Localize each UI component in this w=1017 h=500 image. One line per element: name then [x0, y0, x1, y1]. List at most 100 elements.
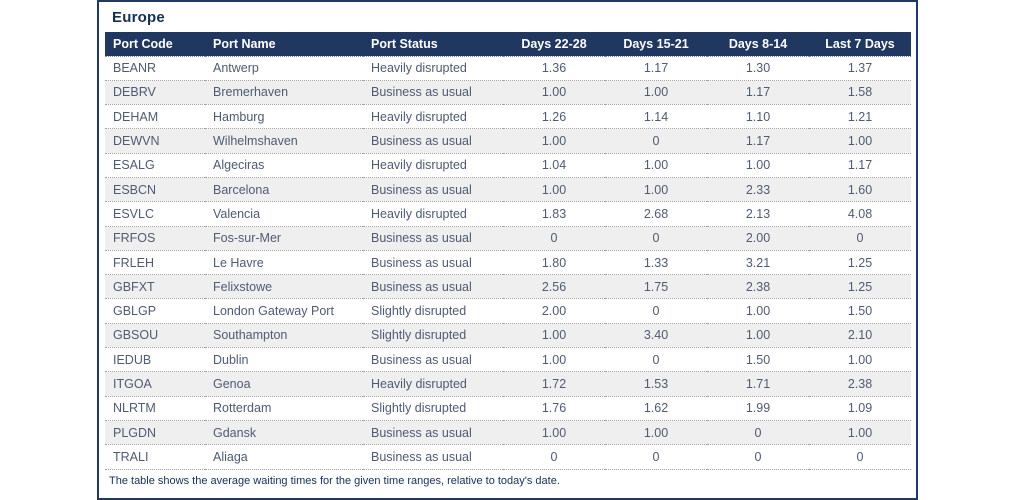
port-code-cell[interactable]: ESBCN: [105, 177, 205, 203]
port-name-cell[interactable]: Genoa: [205, 371, 363, 397]
port-status-cell[interactable]: Slightly disrupted: [363, 298, 503, 324]
last-7-days-cell[interactable]: 1.58: [809, 80, 911, 106]
days-22-28-cell[interactable]: 1.00: [503, 80, 605, 106]
port-name-cell[interactable]: Southampton: [205, 323, 363, 349]
days-15-21-cell[interactable]: 0: [605, 226, 707, 251]
days-15-21-cell[interactable]: 0: [605, 444, 707, 470]
days-22-28-cell[interactable]: 1.80: [503, 250, 605, 276]
last-7-days-cell[interactable]: 0: [809, 226, 911, 251]
days-15-21-cell[interactable]: 1.14: [605, 104, 707, 130]
last-7-days-cell[interactable]: 4.08: [809, 201, 911, 227]
days-15-21-cell[interactable]: 1.00: [605, 177, 707, 203]
port-name-cell[interactable]: Hamburg: [205, 104, 363, 130]
table-row[interactable]: DEWVN Wilhelmshaven Business as usual 1.00 0…: [105, 128, 911, 154]
port-code-cell[interactable]: TRALI: [105, 444, 205, 470]
days-8-14-cell[interactable]: 2.13: [707, 201, 809, 227]
port-name-cell[interactable]: Bremerhaven: [205, 80, 363, 106]
days-15-21-cell[interactable]: 2.68: [605, 201, 707, 227]
days-15-21-cell[interactable]: 0: [605, 347, 707, 373]
days-8-14-cell[interactable]: 2.00: [707, 226, 809, 251]
days-22-28-cell[interactable]: 2.00: [503, 298, 605, 324]
table-row[interactable]: PLGDN Gdansk Business as usual 1.00 1.00 0 1.0…: [105, 420, 911, 446]
port-name-cell[interactable]: Barcelona: [205, 177, 363, 203]
days-22-28-cell[interactable]: 2.56: [503, 274, 605, 300]
days-8-14-cell[interactable]: 1.50: [707, 347, 809, 373]
table-row[interactable]: GBFXT Felixstowe Business as usual 2.56 1.75…: [105, 274, 911, 300]
days-8-14-cell[interactable]: 1.17: [707, 128, 809, 154]
port-code-cell[interactable]: IEDUB: [105, 347, 205, 373]
table-row[interactable]: ESALG Algeciras Heavily disrupted 1.04 1.00 1…: [105, 153, 911, 178]
days-8-14-cell[interactable]: 1.30: [707, 56, 809, 81]
port-status-cell[interactable]: Heavily disrupted: [363, 153, 503, 178]
port-name-cell[interactable]: Aliaga: [205, 444, 363, 470]
port-status-cell[interactable]: Business as usual: [363, 177, 503, 203]
port-code-cell[interactable]: FRFOS: [105, 226, 205, 251]
column-header-last-7-days[interactable]: Last 7 Days: [809, 32, 911, 57]
port-name-cell[interactable]: Antwerp: [205, 56, 363, 81]
days-22-28-cell[interactable]: 1.72: [503, 371, 605, 397]
port-name-cell[interactable]: Felixstowe: [205, 274, 363, 300]
last-7-days-cell[interactable]: 1.25: [809, 250, 911, 276]
table-row[interactable]: ESBCN Barcelona Business as usual 1.00 1.00 2…: [105, 177, 911, 203]
last-7-days-cell[interactable]: 1.09: [809, 396, 911, 421]
days-22-28-cell[interactable]: 1.83: [503, 201, 605, 227]
days-22-28-cell[interactable]: 0: [503, 444, 605, 470]
last-7-days-cell[interactable]: 0: [809, 444, 911, 470]
days-22-28-cell[interactable]: 1.00: [503, 128, 605, 154]
port-status-cell[interactable]: Slightly disrupted: [363, 323, 503, 349]
days-8-14-cell[interactable]: 1.99: [707, 396, 809, 421]
days-22-28-cell[interactable]: 1.04: [503, 153, 605, 178]
last-7-days-cell[interactable]: 1.25: [809, 274, 911, 300]
days-22-28-cell[interactable]: 0: [503, 226, 605, 251]
port-code-cell[interactable]: GBLGP: [105, 298, 205, 324]
days-8-14-cell[interactable]: 2.33: [707, 177, 809, 203]
days-15-21-cell[interactable]: 0: [605, 298, 707, 324]
days-8-14-cell[interactable]: 1.00: [707, 298, 809, 324]
days-8-14-cell[interactable]: 0: [707, 420, 809, 446]
last-7-days-cell[interactable]: 1.60: [809, 177, 911, 203]
table-row[interactable]: ITGOA Genoa Heavily disrupted 1.72 1.53 1.71 2…: [105, 371, 911, 397]
days-8-14-cell[interactable]: 2.38: [707, 274, 809, 300]
port-name-cell[interactable]: Algeciras: [205, 153, 363, 178]
days-15-21-cell[interactable]: 1.53: [605, 371, 707, 397]
port-status-cell[interactable]: Business as usual: [363, 347, 503, 373]
table-row[interactable]: GBSOU Southampton Slightly disrupted 1.00 3.…: [105, 323, 911, 349]
port-name-cell[interactable]: Valencia: [205, 201, 363, 227]
table-row[interactable]: ESVLC Valencia Heavily disrupted 1.83 2.68 2.…: [105, 201, 911, 227]
port-status-cell[interactable]: Heavily disrupted: [363, 371, 503, 397]
days-15-21-cell[interactable]: 1.17: [605, 56, 707, 81]
days-22-28-cell[interactable]: 1.00: [503, 347, 605, 373]
last-7-days-cell[interactable]: 1.37: [809, 56, 911, 81]
column-header-days-22-28[interactable]: Days 22-28: [503, 32, 605, 57]
port-name-cell[interactable]: Gdansk: [205, 420, 363, 446]
port-status-cell[interactable]: Business as usual: [363, 274, 503, 300]
days-22-28-cell[interactable]: 1.36: [503, 56, 605, 81]
column-header-port-name[interactable]: Port Name: [205, 32, 363, 57]
days-15-21-cell[interactable]: 1.00: [605, 80, 707, 106]
port-code-cell[interactable]: PLGDN: [105, 420, 205, 446]
last-7-days-cell[interactable]: 1.00: [809, 128, 911, 154]
last-7-days-cell[interactable]: 2.38: [809, 371, 911, 397]
column-header-days-8-14[interactable]: Days 8-14: [707, 32, 809, 57]
table-row[interactable]: BEANR Antwerp Heavily disrupted 1.36 1.17 1.3…: [105, 56, 911, 81]
table-row[interactable]: GBLGP London Gateway Port Slightly disrupt…: [105, 298, 911, 324]
port-code-cell[interactable]: GBSOU: [105, 323, 205, 349]
port-status-cell[interactable]: Business as usual: [363, 250, 503, 276]
port-status-cell[interactable]: Heavily disrupted: [363, 56, 503, 81]
port-status-cell[interactable]: Business as usual: [363, 226, 503, 251]
port-name-cell[interactable]: Wilhelmshaven: [205, 128, 363, 154]
days-15-21-cell[interactable]: 3.40: [605, 323, 707, 349]
days-15-21-cell[interactable]: 1.00: [605, 420, 707, 446]
port-name-cell[interactable]: Rotterdam: [205, 396, 363, 421]
days-8-14-cell[interactable]: 3.21: [707, 250, 809, 276]
days-8-14-cell[interactable]: 1.00: [707, 323, 809, 349]
port-status-cell[interactable]: Business as usual: [363, 420, 503, 446]
last-7-days-cell[interactable]: 1.50: [809, 298, 911, 324]
port-code-cell[interactable]: ITGOA: [105, 371, 205, 397]
days-22-28-cell[interactable]: 1.26: [503, 104, 605, 130]
port-name-cell[interactable]: London Gateway Port: [205, 298, 363, 324]
port-status-cell[interactable]: Slightly disrupted: [363, 396, 503, 421]
days-8-14-cell[interactable]: 0: [707, 444, 809, 470]
port-name-cell[interactable]: Dublin: [205, 347, 363, 373]
port-status-cell[interactable]: Business as usual: [363, 444, 503, 470]
